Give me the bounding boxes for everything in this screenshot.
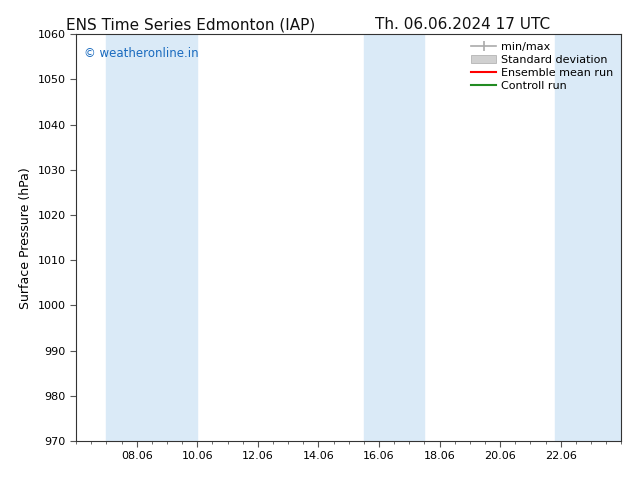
Bar <box>555 34 621 441</box>
Text: © weatheronline.in: © weatheronline.in <box>84 47 199 59</box>
Text: Th. 06.06.2024 17 UTC: Th. 06.06.2024 17 UTC <box>375 17 550 32</box>
Bar <box>364 34 424 441</box>
Bar <box>107 34 197 441</box>
Legend: min/max, Standard deviation, Ensemble mean run, Controll run: min/max, Standard deviation, Ensemble me… <box>469 40 616 93</box>
Y-axis label: Surface Pressure (hPa): Surface Pressure (hPa) <box>19 167 32 309</box>
Text: ENS Time Series Edmonton (IAP): ENS Time Series Edmonton (IAP) <box>65 17 315 32</box>
